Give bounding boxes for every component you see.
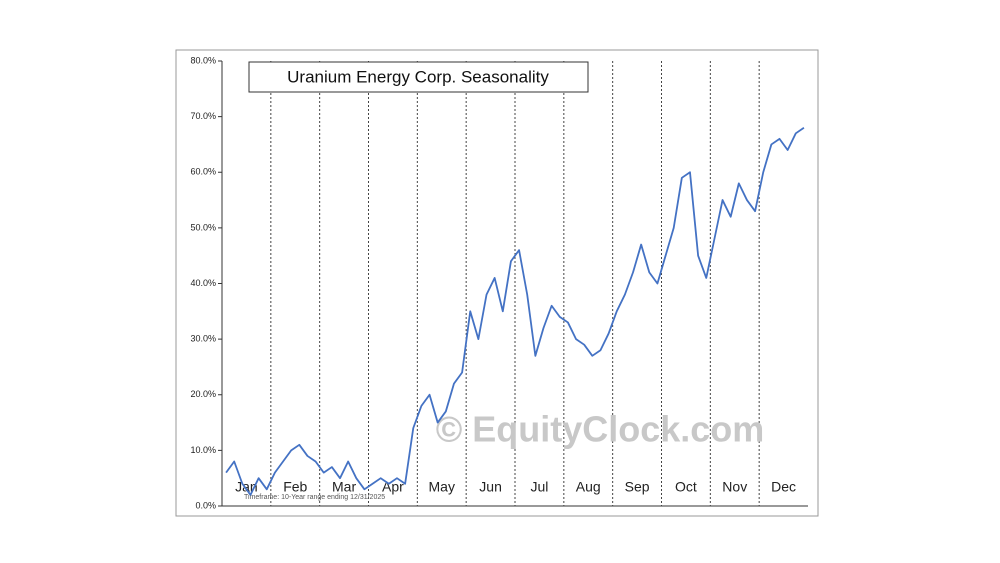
y-tick-label: 10.0%: [190, 445, 216, 455]
y-tick-label: 20.0%: [190, 389, 216, 399]
x-tick-label: Nov: [722, 479, 747, 495]
y-tick-label: 60.0%: [190, 167, 216, 177]
chart-frame: [175, 49, 819, 517]
x-tick-label: Jun: [479, 479, 502, 495]
x-tick-label: Feb: [283, 479, 307, 495]
x-tick-label: Mar: [332, 479, 356, 495]
x-tick-label: Aug: [576, 479, 601, 495]
x-tick-label: Jul: [530, 479, 548, 495]
y-tick-label: 50.0%: [190, 222, 216, 232]
x-tick-label: May: [429, 479, 455, 495]
title-box: [248, 61, 589, 93]
y-tick-label: 30.0%: [190, 334, 216, 344]
y-tick-label: 80.0%: [190, 55, 216, 65]
watermark: © EquityClock.com: [436, 409, 765, 450]
x-tick-label: Oct: [675, 479, 697, 495]
footnote: Timeframe: 10-Year range ending 12/31/20…: [244, 494, 385, 501]
x-tick-label: Sep: [625, 479, 650, 495]
y-tick-label: 0.0%: [195, 500, 216, 510]
chart-title: Uranium Energy Corp. Seasonality: [287, 67, 549, 86]
y-tick-label: 70.0%: [190, 111, 216, 121]
series-line: [225, 127, 805, 496]
y-tick-label: 40.0%: [190, 278, 216, 288]
x-tick-label: Dec: [771, 479, 796, 495]
